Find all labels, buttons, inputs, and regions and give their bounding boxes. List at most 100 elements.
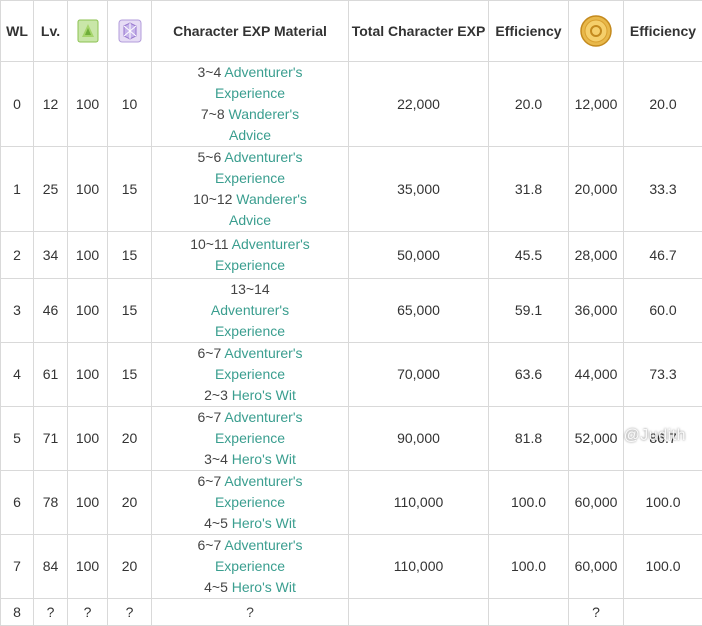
cell-efficiency-2: 46.7 bbox=[624, 232, 702, 279]
cell-lv: 84 bbox=[34, 535, 68, 599]
table-row: 8????? bbox=[1, 599, 702, 626]
material-quantity: 5~6 bbox=[197, 149, 221, 165]
cell-mora: 60,000 bbox=[569, 535, 624, 599]
header-wl: WL bbox=[1, 1, 34, 62]
cell-lv: 46 bbox=[34, 279, 68, 343]
material-link[interactable]: Hero's Wit bbox=[232, 515, 296, 531]
cell-lv: 34 bbox=[34, 232, 68, 279]
material-line: 6~7 Adventurer's Experience bbox=[190, 535, 310, 577]
cell-lv: 12 bbox=[34, 62, 68, 147]
material-line: ? bbox=[190, 602, 310, 623]
cell-efficiency-1: 31.8 bbox=[489, 147, 569, 232]
cell-material: 6~7 Adventurer's Experience 4~5 Hero's Wi… bbox=[152, 471, 349, 535]
cell-wl: 8 bbox=[1, 599, 34, 626]
mora-coin-icon bbox=[579, 14, 613, 48]
material-link[interactable]: Adventurer's Experience bbox=[211, 302, 289, 339]
material-link[interactable]: Hero's Wit bbox=[232, 451, 296, 467]
cell-resin: 100 bbox=[68, 407, 108, 471]
cell-efficiency-2: 20.0 bbox=[624, 62, 702, 147]
cell-total-exp: 22,000 bbox=[349, 62, 489, 147]
watermark: @Judith bbox=[624, 427, 686, 445]
cell-resin: ? bbox=[68, 599, 108, 626]
material-link[interactable]: Adventurer's Experience bbox=[215, 64, 303, 101]
cell-wl: 5 bbox=[1, 407, 34, 471]
material-quantity: 4~5 bbox=[204, 515, 228, 531]
material-quantity: 6~7 bbox=[197, 409, 221, 425]
cell-condensed: 20 bbox=[108, 471, 152, 535]
material-line: 4~5 Hero's Wit bbox=[190, 513, 310, 534]
cell-total-exp: 70,000 bbox=[349, 343, 489, 407]
material-quantity: 4~5 bbox=[204, 579, 228, 595]
cell-condensed: 15 bbox=[108, 343, 152, 407]
cell-efficiency-1: 45.5 bbox=[489, 232, 569, 279]
material-quantity: 10~11 bbox=[190, 236, 228, 252]
material-quantity: 6~7 bbox=[197, 537, 221, 553]
cell-resin: 100 bbox=[68, 471, 108, 535]
material-quantity: 3~4 bbox=[197, 64, 221, 80]
cell-efficiency-1: 100.0 bbox=[489, 535, 569, 599]
material-link[interactable]: Adventurer's Experience bbox=[215, 409, 303, 446]
cell-mora: 12,000 bbox=[569, 62, 624, 147]
material-line: 2~3 Hero's Wit bbox=[190, 385, 310, 406]
cell-mora: 36,000 bbox=[569, 279, 624, 343]
material-link[interactable]: Hero's Wit bbox=[232, 579, 296, 595]
cell-material: 6~7 Adventurer's Experience 4~5 Hero's Wi… bbox=[152, 535, 349, 599]
cell-mora: 20,000 bbox=[569, 147, 624, 232]
cell-total-exp bbox=[349, 599, 489, 626]
cell-condensed: 20 bbox=[108, 535, 152, 599]
header-row: WL Lv. bbox=[1, 1, 702, 62]
cell-resin: 100 bbox=[68, 232, 108, 279]
cell-efficiency-1: 63.6 bbox=[489, 343, 569, 407]
purple-condensed-resin-icon bbox=[118, 19, 142, 43]
cell-efficiency-2: 100.0 bbox=[624, 471, 702, 535]
material-link[interactable]: Adventurer's Experience bbox=[215, 236, 310, 273]
material-line: 7~8 Wanderer's Advice bbox=[190, 104, 310, 146]
material-line: 6~7 Adventurer's Experience bbox=[190, 343, 310, 385]
cell-wl: 6 bbox=[1, 471, 34, 535]
header-efficiency-1: Efficiency bbox=[489, 1, 569, 62]
cell-total-exp: 90,000 bbox=[349, 407, 489, 471]
material-quantity: 6~7 bbox=[197, 473, 221, 489]
cell-resin: 100 bbox=[68, 147, 108, 232]
cell-efficiency-2: 73.3 bbox=[624, 343, 702, 407]
material-link[interactable]: Hero's Wit bbox=[232, 387, 296, 403]
cell-lv: 71 bbox=[34, 407, 68, 471]
material-line: 10~12 Wanderer's Advice bbox=[190, 189, 310, 231]
material-link[interactable]: Wanderer's Advice bbox=[229, 191, 307, 228]
cell-condensed: 15 bbox=[108, 147, 152, 232]
material-link[interactable]: Wanderer's Advice bbox=[229, 106, 300, 143]
cell-wl: 3 bbox=[1, 279, 34, 343]
cell-wl: 7 bbox=[1, 535, 34, 599]
cell-mora: 44,000 bbox=[569, 343, 624, 407]
material-link[interactable]: Adventurer's Experience bbox=[215, 345, 303, 382]
material-quantity: 10~12 bbox=[193, 191, 232, 207]
material-line: 5~6 Adventurer's Experience bbox=[190, 147, 310, 189]
cell-total-exp: 35,000 bbox=[349, 147, 489, 232]
cell-lv: 25 bbox=[34, 147, 68, 232]
header-mora bbox=[569, 1, 624, 62]
cell-resin: 100 bbox=[68, 535, 108, 599]
cell-mora: 60,000 bbox=[569, 471, 624, 535]
cell-efficiency-2 bbox=[624, 599, 702, 626]
material-line: 6~7 Adventurer's Experience bbox=[190, 407, 310, 449]
material-link[interactable]: Adventurer's Experience bbox=[215, 537, 303, 574]
material-link[interactable]: Adventurer's Experience bbox=[215, 473, 303, 510]
cell-lv: 61 bbox=[34, 343, 68, 407]
cell-condensed: 20 bbox=[108, 407, 152, 471]
material-link[interactable]: Adventurer's Experience bbox=[215, 149, 303, 186]
header-condensed bbox=[108, 1, 152, 62]
cell-total-exp: 65,000 bbox=[349, 279, 489, 343]
material-line: 3~4 Hero's Wit bbox=[190, 449, 310, 470]
cell-mora: ? bbox=[569, 599, 624, 626]
cell-efficiency-2: 60.0 bbox=[624, 279, 702, 343]
cell-material: 13~14 Adventurer's Experience bbox=[152, 279, 349, 343]
material-line: 3~4 Adventurer's Experience bbox=[190, 62, 310, 104]
green-resin-icon bbox=[77, 19, 99, 43]
